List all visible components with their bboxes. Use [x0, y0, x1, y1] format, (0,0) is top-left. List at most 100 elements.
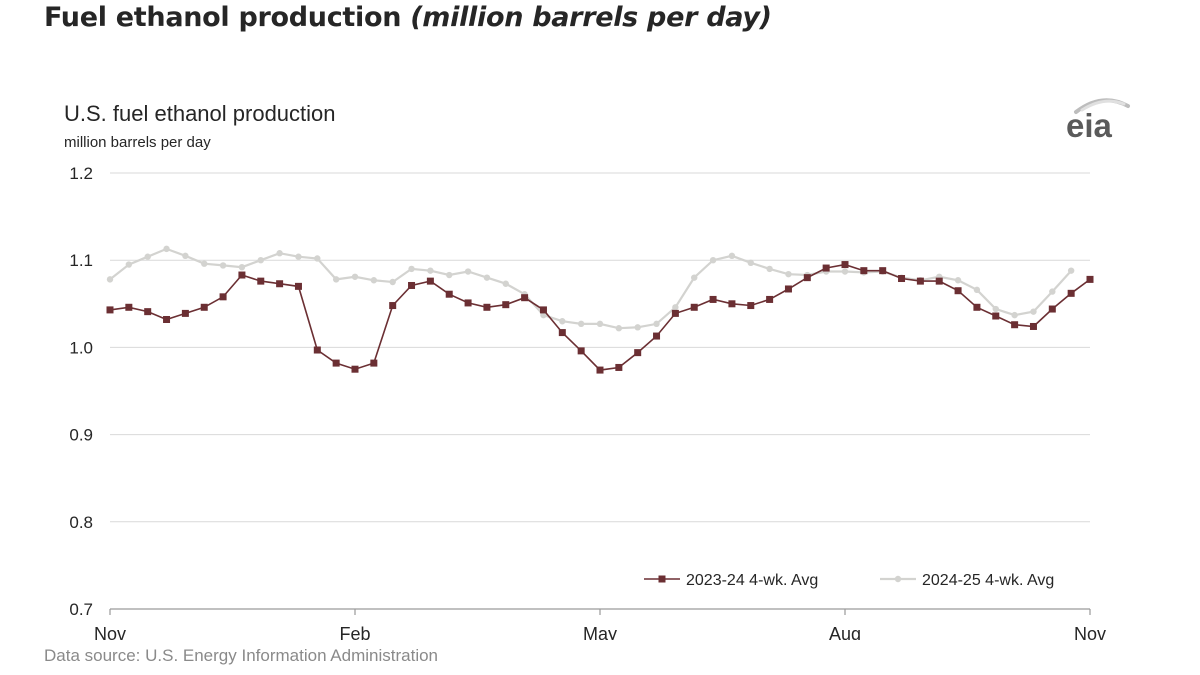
- x-tick-label: Feb: [339, 624, 370, 640]
- data-point: [690, 303, 698, 311]
- data-point: [784, 285, 792, 293]
- data-point: [709, 257, 717, 264]
- data-point: [1049, 288, 1056, 295]
- data-point: [351, 365, 359, 373]
- data-point: [313, 346, 321, 354]
- y-tick-label: 0.8: [69, 513, 93, 532]
- data-point: [276, 280, 284, 288]
- data-point: [577, 320, 585, 328]
- data-point: [1029, 322, 1037, 330]
- data-point: [426, 277, 434, 285]
- x-tick-label: Nov: [1074, 624, 1106, 640]
- data-point: [1067, 289, 1075, 297]
- data-point: [672, 304, 679, 311]
- data-point: [898, 275, 906, 283]
- y-tick-label: 1.1: [69, 251, 93, 270]
- data-point: [464, 268, 472, 275]
- data-point: [558, 329, 566, 337]
- data-point: [973, 286, 981, 294]
- x-tick-label: Nov: [94, 624, 126, 640]
- data-point: [671, 309, 679, 317]
- data-point: [596, 320, 604, 328]
- data-point: [841, 268, 849, 275]
- data-point: [163, 315, 171, 323]
- series: [106, 245, 1094, 374]
- data-point: [257, 257, 264, 264]
- data-point: [615, 363, 623, 371]
- data-point: [634, 324, 641, 331]
- data-point: [615, 325, 623, 332]
- data-point: [785, 270, 792, 278]
- data-point: [200, 303, 208, 311]
- legend-label: 2024-25 4-wk. Avg: [922, 572, 1054, 589]
- data-point: [483, 303, 491, 311]
- headline-unit: (million barrels per day): [410, 2, 772, 33]
- data-point: [238, 263, 246, 271]
- data-point: [1086, 275, 1094, 283]
- data-point: [106, 276, 114, 283]
- data-point: [238, 271, 246, 279]
- legend-marker: [658, 575, 666, 583]
- data-point: [916, 277, 924, 285]
- data-point: [295, 253, 302, 260]
- data-point: [370, 277, 378, 284]
- data-point: [728, 252, 736, 260]
- data-point: [332, 276, 340, 283]
- x-tick-label: Aug: [829, 624, 861, 640]
- data-point: [1011, 321, 1019, 329]
- data-point: [766, 295, 774, 303]
- data-point: [408, 281, 416, 289]
- chart-y-unit-label: million barrels per day: [64, 134, 211, 151]
- data-point: [860, 267, 868, 275]
- y-tick-label: 0.9: [69, 426, 93, 445]
- series-2024-25: [106, 245, 1075, 332]
- data-point: [992, 312, 1000, 320]
- data-point: [1067, 267, 1075, 274]
- series-2023-24: [106, 261, 1094, 374]
- data-point: [502, 280, 509, 287]
- data-point: [427, 267, 434, 274]
- data-source-note: Data source: U.S. Energy Information Adm…: [44, 646, 439, 665]
- data-point: [973, 303, 981, 311]
- data-point: [144, 253, 151, 260]
- data-point: [521, 294, 529, 302]
- data-point: [182, 252, 189, 260]
- data-point: [389, 278, 396, 286]
- data-point: [596, 366, 604, 374]
- data-point: [332, 359, 340, 367]
- data-point: [747, 259, 754, 267]
- data-point: [747, 302, 755, 310]
- data-point: [144, 308, 152, 316]
- data-point: [559, 318, 566, 325]
- line-chart: 0.7 0.8 0.9 1.0 1.1 1.2 Nov Feb May Aug Nov 2023-2…: [69, 164, 1106, 640]
- x-tick-label: May: [583, 624, 617, 640]
- data-point: [181, 309, 189, 317]
- data-point: [314, 255, 321, 262]
- data-point: [935, 277, 943, 285]
- data-point: [502, 301, 510, 309]
- data-point: [634, 349, 642, 357]
- data-point: [294, 282, 302, 290]
- data-point: [389, 302, 397, 310]
- legend: 2023-24 4-wk. Avg 2024-25 4-wk. Avg: [644, 572, 1054, 589]
- data-point: [1011, 311, 1018, 319]
- data-point: [539, 306, 547, 314]
- data-point: [351, 273, 359, 280]
- page-headline: Fuel ethanol production (million barrels…: [44, 2, 772, 33]
- data-point: [577, 347, 585, 355]
- series-line: [109, 263, 1091, 371]
- legend-marker: [894, 575, 902, 583]
- chart-title: U.S. fuel ethanol production: [64, 101, 336, 126]
- data-point: [219, 262, 227, 269]
- data-point: [445, 290, 453, 298]
- data-point: [803, 274, 811, 282]
- eia-logo: eia: [1066, 98, 1130, 144]
- data-point: [106, 306, 114, 314]
- data-point: [954, 287, 962, 295]
- data-point: [408, 265, 415, 273]
- data-point: [163, 245, 170, 253]
- data-point: [201, 260, 208, 267]
- data-point: [464, 299, 472, 307]
- data-point: [276, 250, 283, 257]
- data-point: [728, 300, 736, 308]
